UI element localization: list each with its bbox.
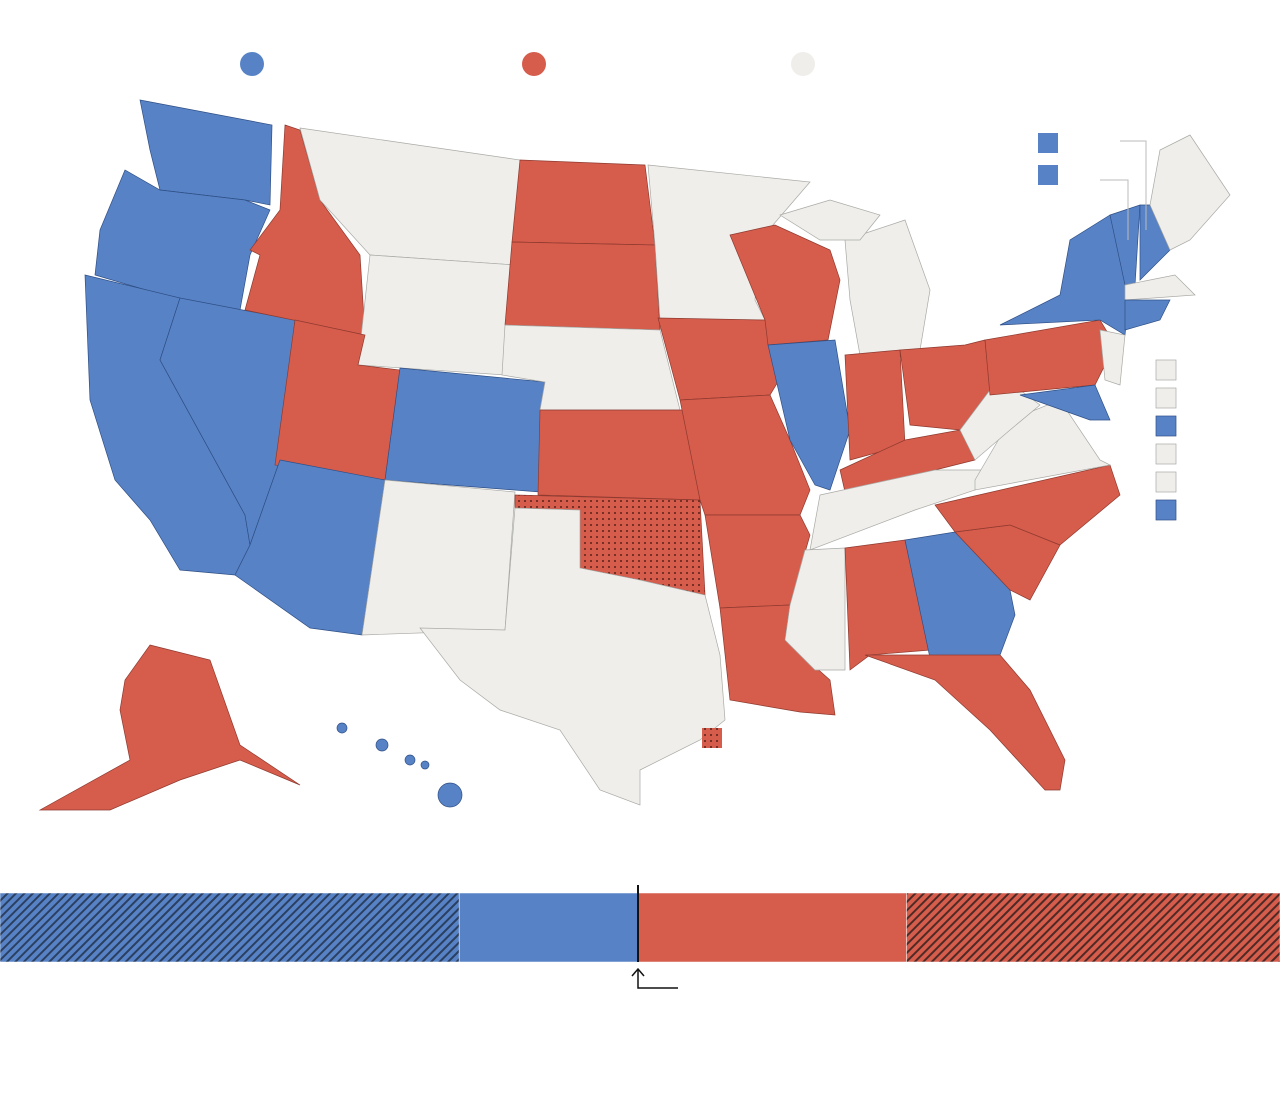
majority-arrow (637, 970, 678, 989)
state (779, 199, 881, 241)
state (647, 164, 811, 321)
key-square (1155, 387, 1177, 409)
key-square (1155, 443, 1177, 465)
state (1124, 299, 1171, 331)
state (864, 654, 1066, 791)
bar-segment (906, 892, 1280, 963)
legend (240, 52, 815, 76)
bar-segment (0, 892, 460, 963)
state (984, 319, 1116, 396)
legend-dot (240, 52, 264, 76)
state (94, 169, 271, 311)
states (38, 99, 1231, 811)
leader-line (1100, 179, 1129, 240)
legend-dot (522, 52, 546, 76)
district-marker (702, 728, 722, 748)
key-square (1038, 133, 1058, 153)
state (511, 159, 656, 246)
state (139, 99, 273, 206)
key-square (1155, 415, 1177, 437)
state (767, 339, 851, 491)
seat-bar (0, 892, 1280, 963)
state (504, 241, 661, 331)
state (844, 349, 906, 461)
state (1019, 384, 1111, 421)
state (419, 507, 726, 806)
bar-segment (458, 892, 638, 963)
state (1099, 329, 1126, 386)
leader-line (1120, 140, 1147, 230)
state (679, 394, 811, 516)
state (1149, 134, 1231, 251)
state (38, 644, 301, 811)
majority-arrow (631, 967, 645, 977)
state (999, 214, 1131, 336)
state (384, 367, 546, 493)
small-state-keys (1038, 133, 1177, 521)
state (537, 409, 701, 501)
state (844, 539, 931, 671)
key-square (1155, 471, 1177, 493)
key-square (1155, 359, 1177, 381)
state (729, 224, 841, 346)
key-square (1155, 499, 1177, 521)
state (1124, 274, 1196, 301)
state (357, 254, 516, 376)
bar-segment (637, 892, 907, 963)
state (361, 479, 516, 636)
key-square (1038, 165, 1058, 185)
legend-dot (791, 52, 815, 76)
state (336, 722, 463, 808)
state (784, 547, 846, 671)
